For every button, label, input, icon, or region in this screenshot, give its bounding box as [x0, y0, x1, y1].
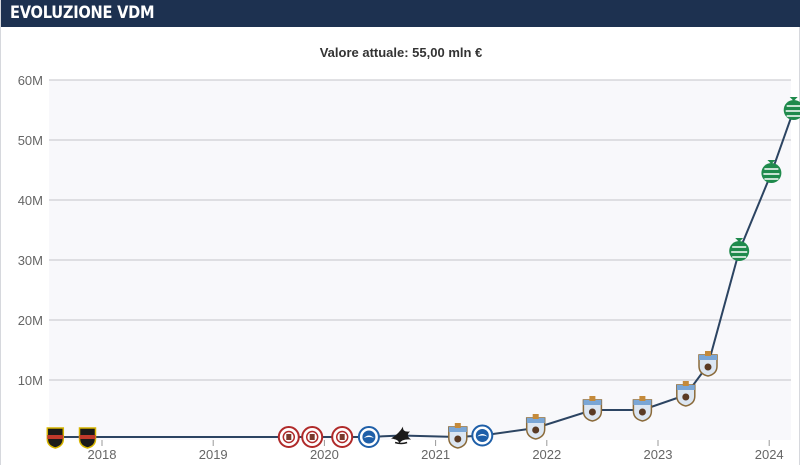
y-tick-label: 30M [18, 253, 43, 268]
club-black-yellow-shield-icon[interactable] [46, 427, 65, 449]
widget-header: EVOLUZIONE VDM [1, 0, 800, 27]
y-tick-label: 60M [18, 73, 43, 88]
x-tick-label: 2021 [421, 447, 450, 462]
club-black-yellow-shield-icon[interactable] [78, 427, 97, 449]
y-tick-label: 50M [18, 133, 43, 148]
club-coventry-icon[interactable] [632, 396, 653, 422]
widget-title: EVOLUZIONE VDM [10, 3, 155, 23]
current-value-label: Valore attuale: 55,00 mln € [319, 45, 483, 60]
x-tick-label: 2023 [644, 447, 673, 462]
club-brighton-icon[interactable] [357, 426, 380, 448]
y-tick-label: 40M [18, 193, 43, 208]
club-coventry-icon[interactable] [676, 381, 696, 407]
club-markers [46, 97, 800, 449]
x-tick-label: 2018 [88, 447, 117, 462]
y-axis: 10M 20M 30M 40M 50M 60M [18, 73, 43, 388]
club-sporting-icon[interactable] [761, 160, 782, 183]
club-coventry-icon[interactable] [582, 396, 603, 422]
club-st-pauli-icon[interactable] [301, 426, 324, 448]
y-tick-label: 20M [18, 313, 43, 328]
x-tick-label: 2022 [532, 447, 561, 462]
club-coventry-icon[interactable] [525, 414, 546, 440]
y-tick-label: 10M [18, 373, 43, 388]
grid-lines [49, 79, 791, 381]
club-sporting-icon[interactable] [783, 97, 800, 120]
x-tick-label: 2019 [199, 447, 228, 462]
x-tick-label: 2024 [755, 447, 784, 462]
club-st-pauli-icon[interactable] [277, 426, 300, 448]
club-st-pauli-icon[interactable] [331, 426, 354, 448]
club-coventry-icon[interactable] [698, 351, 718, 377]
club-brighton-icon[interactable] [471, 424, 494, 447]
x-axis: 2018 2019 2020 2021 2022 2023 2024 [88, 440, 784, 462]
x-tick-label: 2020 [310, 447, 339, 462]
club-swansea-icon[interactable] [391, 426, 412, 445]
club-sporting-icon[interactable] [729, 238, 750, 261]
club-coventry-icon[interactable] [448, 423, 468, 449]
